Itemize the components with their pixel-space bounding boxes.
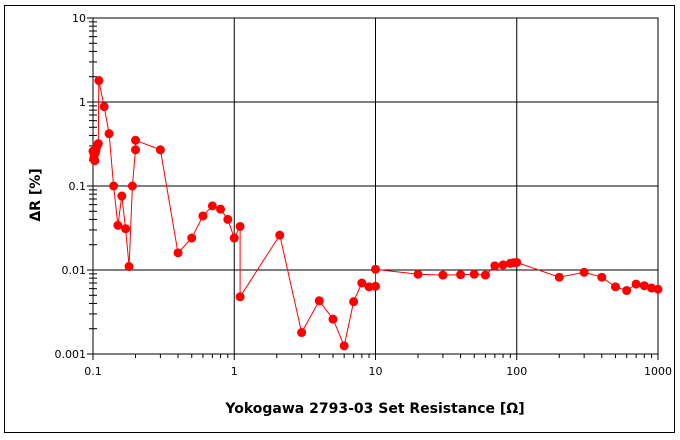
x-axis-title: Yokogawa 2793-03 Set Resistance [Ω] xyxy=(224,401,524,417)
data-point-marker xyxy=(498,260,508,270)
y-tick-label: 1 xyxy=(79,96,86,109)
data-point-marker xyxy=(173,248,183,258)
data-point-marker xyxy=(456,270,466,280)
x-tick-label: 0.1 xyxy=(84,365,102,378)
data-point-marker xyxy=(639,281,649,291)
data-point-marker xyxy=(117,191,127,201)
data-point-marker xyxy=(104,129,114,139)
data-point-marker xyxy=(610,282,620,292)
y-axis-tick-labels: 0.001 0.01 0.1 1 10 xyxy=(55,12,87,361)
x-tick-label: 100 xyxy=(506,365,527,378)
data-point-marker xyxy=(99,102,109,112)
data-point-marker xyxy=(131,145,141,155)
data-point-marker xyxy=(364,282,374,292)
data-point-marker xyxy=(490,261,500,271)
data-point-marker xyxy=(438,270,448,280)
data-point-marker xyxy=(314,296,324,306)
data-point-marker xyxy=(631,279,641,289)
data-point-marker xyxy=(121,224,131,234)
data-point-marker xyxy=(113,220,123,230)
x-tick-label: 1 xyxy=(231,365,238,378)
data-point-marker xyxy=(371,281,380,291)
data-point-marker xyxy=(339,341,349,351)
data-point-marker xyxy=(597,272,607,282)
data-point-marker xyxy=(155,145,165,155)
data-point-marker xyxy=(622,286,632,296)
data-point-marker xyxy=(469,269,479,279)
plot-area xyxy=(92,17,659,355)
data-series xyxy=(88,76,663,351)
data-point-marker xyxy=(357,278,367,288)
data-point-marker xyxy=(131,135,141,145)
data-point-marker xyxy=(216,204,226,214)
data-point-marker xyxy=(235,292,245,302)
data-point-marker xyxy=(371,264,380,274)
y-tick-label: 0.01 xyxy=(62,264,87,277)
data-point-marker xyxy=(198,211,208,221)
data-point-marker xyxy=(579,267,589,277)
data-point-marker xyxy=(127,181,137,191)
y-tick-label: 10 xyxy=(72,12,86,25)
data-point-marker xyxy=(93,139,103,149)
data-point-marker xyxy=(480,270,490,280)
data-point-marker xyxy=(328,314,338,324)
y-tick-label: 0.1 xyxy=(69,180,87,193)
data-point-marker xyxy=(235,221,245,231)
data-point-marker xyxy=(229,233,239,243)
data-point-marker xyxy=(512,257,522,267)
x-tick-label: 1000 xyxy=(644,365,672,378)
data-point-marker xyxy=(554,272,564,282)
data-point-marker xyxy=(207,201,217,211)
data-point-marker xyxy=(349,297,359,307)
y-axis-title: ΔR [%] xyxy=(28,168,44,221)
grid-lines xyxy=(92,17,659,355)
data-point-marker xyxy=(187,233,197,243)
data-point-marker xyxy=(275,230,285,240)
data-point-marker xyxy=(413,269,423,279)
y-tick-label: 0.001 xyxy=(55,348,87,361)
data-point-marker xyxy=(653,284,663,294)
data-point-marker xyxy=(109,181,119,191)
chart-frame xyxy=(4,5,675,433)
data-point-marker xyxy=(94,76,104,86)
minor-ticks xyxy=(87,17,659,360)
data-point-marker xyxy=(297,328,307,338)
x-axis-tick-labels: 0.1 1 10 100 1000 xyxy=(84,365,672,378)
data-point-marker xyxy=(223,214,233,224)
x-tick-label: 10 xyxy=(369,365,383,378)
data-point-marker xyxy=(90,156,100,166)
data-point-marker xyxy=(124,262,134,272)
